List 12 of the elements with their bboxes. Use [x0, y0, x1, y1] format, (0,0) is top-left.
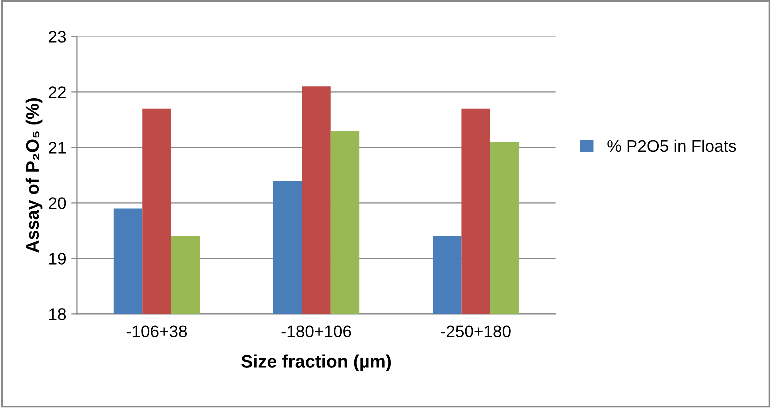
x-axis-title: Size fraction (µm)	[242, 354, 392, 372]
x-tick-label: -180+106	[282, 326, 352, 338]
legend-label: % P2O5 in Floats	[608, 140, 736, 152]
x-tick-label: -106+38	[126, 326, 188, 338]
y-tick-label: 21	[49, 142, 66, 154]
x-tick-label: -250+180	[441, 326, 511, 338]
y-tick-label: 19	[50, 253, 66, 265]
y-tick-label: 20	[49, 198, 66, 210]
y-tick-label: 22	[49, 86, 66, 98]
y-axis-title: Assay of P₂O₅ (%)	[26, 98, 43, 253]
y-tick-label: 23	[49, 31, 66, 43]
y-tick-label: 18	[50, 308, 66, 320]
